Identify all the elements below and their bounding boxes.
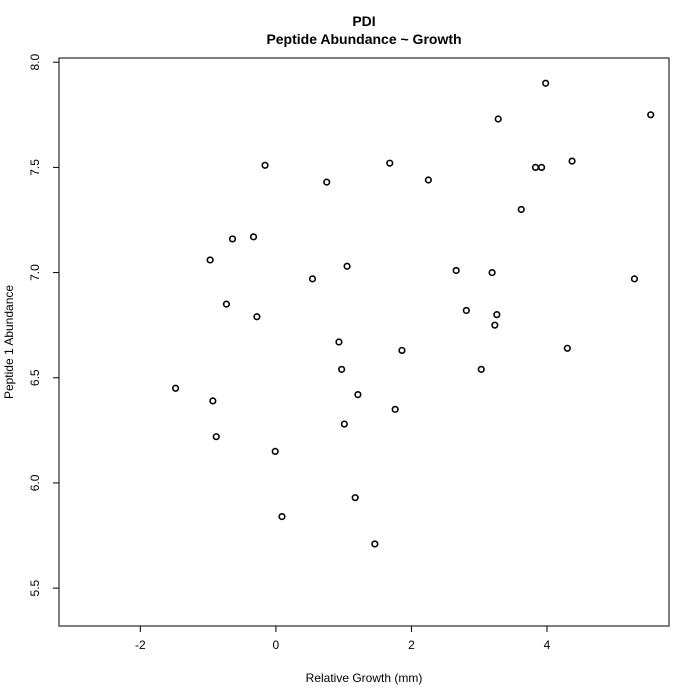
data-point: [493, 311, 501, 319]
x-tick-label: -2: [135, 638, 146, 652]
data-point: [452, 266, 460, 275]
y-tick-label: 8.0: [28, 54, 42, 71]
chart-subtitle: Peptide Abundance ~ Growth: [266, 31, 461, 47]
data-point: [542, 79, 550, 87]
data-point: [209, 397, 217, 405]
data-point: [228, 235, 237, 243]
data-point: [343, 262, 351, 270]
data-point: [568, 157, 576, 165]
x-axis: -2 0 2 4: [135, 626, 551, 652]
data-point: [391, 405, 399, 413]
data-point: [477, 365, 485, 373]
data-point: [488, 268, 496, 277]
x-tick-label: 2: [408, 638, 415, 652]
data-point: [424, 176, 432, 184]
data-point: [249, 233, 258, 241]
plot-frame: [58, 57, 670, 627]
data-point: [647, 111, 655, 119]
y-tick-label: 5.5: [28, 579, 42, 596]
data-point: [462, 306, 470, 315]
data-point: [261, 161, 269, 169]
data-point: [212, 433, 220, 441]
data-point: [253, 313, 261, 321]
data-point: [323, 178, 331, 186]
data-points: [171, 79, 655, 548]
data-point: [338, 365, 346, 373]
x-axis-label: Relative Growth (mm): [306, 671, 423, 685]
x-tick-label: 0: [273, 638, 280, 652]
data-point: [278, 513, 286, 521]
data-point: [563, 344, 571, 352]
data-point: [354, 390, 362, 399]
data-point: [517, 205, 525, 214]
data-point: [340, 420, 348, 428]
data-point: [206, 256, 214, 264]
data-point: [630, 275, 639, 283]
y-axis: 5.5 6.0 6.5 7.0 7.5 8.0: [28, 54, 59, 596]
data-point: [171, 384, 180, 392]
data-point: [494, 115, 502, 123]
y-tick-label: 7.0: [28, 264, 42, 281]
data-point: [308, 275, 317, 283]
chart-title: PDI: [352, 13, 375, 29]
data-point: [271, 447, 279, 455]
x-tick-label: 4: [544, 638, 551, 652]
y-tick-label: 6.5: [28, 369, 42, 386]
y-tick-label: 6.0: [28, 474, 42, 491]
data-point: [386, 159, 394, 167]
data-point: [531, 163, 540, 171]
data-point: [398, 346, 406, 355]
data-point: [371, 540, 379, 548]
data-point: [335, 338, 343, 346]
y-tick-label: 7.5: [28, 159, 42, 176]
data-point: [537, 163, 546, 171]
data-point: [491, 321, 499, 329]
y-axis-label: Peptide 1 Abundance: [2, 285, 16, 399]
data-point: [351, 494, 359, 502]
data-point: [222, 300, 231, 308]
